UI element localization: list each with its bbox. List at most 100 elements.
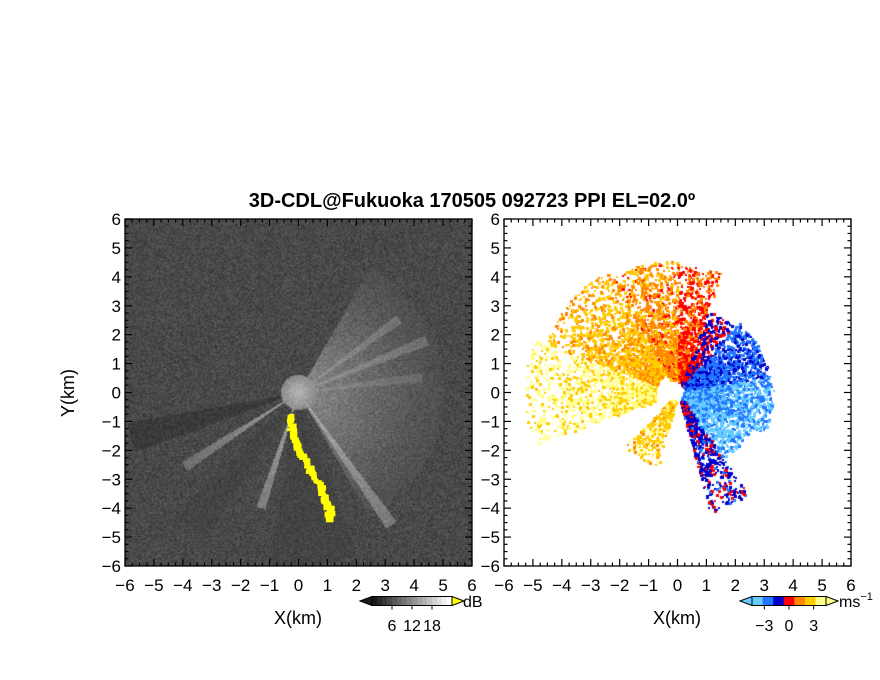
velocity-y-tick-label: −3 — [481, 470, 500, 489]
velocity-x-tick-label: 6 — [846, 576, 855, 595]
strong-echo-cell — [317, 489, 324, 493]
strong-echo-cell — [325, 515, 334, 523]
intensity-y-tick-label: −2 — [102, 441, 121, 460]
velocity-colorbar: ms−1 −3 0 3 — [738, 591, 873, 635]
strong-echo-cell — [299, 453, 307, 460]
intensity-x-axis-title: X(km) — [274, 608, 322, 628]
strong-echo-cell — [302, 458, 311, 463]
intensity-colorbar-segment — [432, 596, 438, 606]
strong-echo-cell — [287, 414, 293, 420]
velocity-colorbar-unit-exponent: −1 — [860, 591, 873, 603]
velocity-image — [504, 219, 851, 566]
velocity-x-tick-label: −3 — [581, 576, 600, 595]
intensity-y-tick-label: 3 — [112, 297, 121, 316]
strong-echo-cell — [287, 421, 293, 428]
intensity-y-tick-label: −6 — [102, 557, 121, 576]
intensity-colorbar-segment — [442, 596, 448, 606]
velocity-y-tick-label: −6 — [481, 557, 500, 576]
intensity-colorbar: dB 6 12 18 — [358, 594, 483, 635]
intensity-y-tick-label: 4 — [112, 268, 121, 287]
velocity-x-tick-label: 1 — [702, 576, 711, 595]
intensity-y-tick-label: −3 — [102, 470, 121, 489]
intensity-y-tick-label: 6 — [112, 210, 121, 229]
intensity-colorbar-segment — [422, 596, 428, 606]
intensity-y-tick-label: 1 — [112, 355, 121, 374]
figure-title: 3D-CDL@Fukuoka 170505 092723 PPI EL=02.0… — [249, 190, 695, 212]
intensity-colorbar-under-arrow — [358, 595, 373, 607]
intensity-y-tick-label: −1 — [102, 412, 121, 431]
intensity-x-tick-label: −6 — [115, 576, 134, 595]
velocity-y-tick-label: −2 — [481, 441, 500, 460]
intensity-y-tick-label: 0 — [112, 384, 121, 403]
velocity-colorbar-segment — [815, 596, 827, 606]
velocity-colorbar-segment — [783, 596, 795, 606]
velocity-y-tick-label: 6 — [491, 210, 500, 229]
velocity-x-tick-label: −5 — [523, 576, 542, 595]
intensity-colorbar-segment — [412, 596, 418, 606]
velocity-colorbar-under-arrow — [738, 595, 753, 607]
velocity-colorbar-unit: ms−1 — [839, 591, 873, 611]
velocity-colorbar-segment — [762, 596, 774, 606]
velocity-colorbar-tick-label: −3 — [755, 618, 773, 635]
velocity-x-tick-label: 2 — [731, 576, 740, 595]
intensity-x-tick-label: −5 — [144, 576, 163, 595]
intensity-x-tick-label: 4 — [409, 576, 418, 595]
intensity-colorbar-segment — [397, 596, 403, 606]
intensity-x-tick-label: −3 — [202, 576, 221, 595]
velocity-y-tick-label: −4 — [481, 499, 500, 518]
intensity-y-tick-label: 2 — [112, 326, 121, 345]
velocity-scatter — [504, 219, 851, 566]
intensity-y-tick-label: 5 — [112, 239, 121, 258]
velocity-colorbar-tick-label: 3 — [809, 618, 818, 635]
velocity-colorbar-segment — [773, 596, 785, 606]
intensity-heatmap — [125, 219, 472, 566]
intensity-colorbar-segment — [377, 596, 383, 606]
intensity-x-tick-label: 6 — [467, 576, 476, 595]
intensity-x-tick-label: −2 — [231, 576, 250, 595]
velocity-colorbar-over-arrow — [825, 595, 840, 607]
intensity-colorbar-segment — [427, 596, 433, 606]
intensity-colorbar-segment — [407, 596, 413, 606]
strong-echo-cell — [304, 462, 311, 469]
intensity-image — [125, 219, 472, 566]
velocity-colorbar-segment — [804, 596, 816, 606]
velocity-y-tick-label: 0 — [491, 384, 500, 403]
strong-echo-cell — [287, 427, 294, 432]
intensity-colorbar-tick-label: 12 — [403, 618, 421, 635]
velocity-y-tick-label: 3 — [491, 297, 500, 316]
intensity-x-tick-label: 1 — [323, 576, 332, 595]
velocity-x-tick-label: −2 — [610, 576, 629, 595]
velocity-y-tick-label: 5 — [491, 239, 500, 258]
velocity-x-tick-label: 5 — [817, 576, 826, 595]
strong-echo-cell — [290, 434, 296, 440]
intensity-colorbar-segment — [447, 596, 453, 606]
velocity-colorbar-tick-label: 0 — [785, 618, 794, 635]
intensity-colorbar-tick-label: 6 — [388, 618, 397, 635]
intensity-x-tick-label: −1 — [260, 576, 279, 595]
velocity-colorbar-segment — [794, 596, 806, 606]
velocity-x-tick-label: −6 — [494, 576, 513, 595]
velocity-x-axis-title: X(km) — [653, 608, 701, 628]
velocity-y-tick-label: 4 — [491, 268, 500, 287]
intensity-colorbar-segment — [437, 596, 443, 606]
intensity-colorbar-tick-label: 18 — [423, 618, 441, 635]
velocity-y-tick-label: 2 — [491, 326, 500, 345]
strong-echo-band — [286, 413, 336, 523]
velocity-x-tick-label: 3 — [760, 576, 769, 595]
velocity-colorbar-unit-base: ms — [839, 594, 860, 611]
intensity-x-tick-label: 2 — [352, 576, 361, 595]
velocity-x-tick-label: 0 — [673, 576, 682, 595]
intensity-colorbar-unit: dB — [463, 594, 483, 611]
intensity-colorbar-segment — [387, 596, 393, 606]
intensity-colorbar-segment — [402, 596, 408, 606]
intensity-x-tick-label: 5 — [438, 576, 447, 595]
intensity-x-tick-label: 0 — [294, 576, 303, 595]
intensity-x-tick-label: 3 — [381, 576, 390, 595]
velocity-x-tick-label: 4 — [788, 576, 797, 595]
intensity-y-tick-label: −4 — [102, 499, 121, 518]
